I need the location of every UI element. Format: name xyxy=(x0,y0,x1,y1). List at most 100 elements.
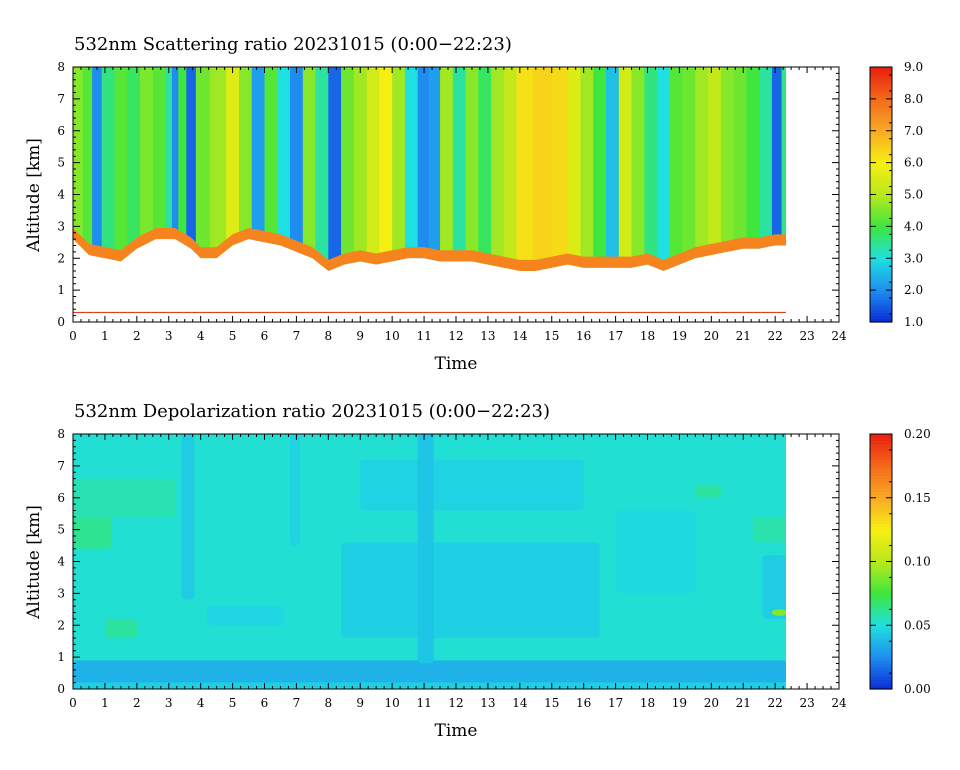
x-tick-label: 15 xyxy=(544,329,559,343)
x-tick-label: 5 xyxy=(229,329,237,343)
colorbar-cell xyxy=(870,615,892,620)
scattering-colorbar: 1.0 2.0 3.0 4.0 5.0 6.0 7.0 8.0 9.0 xyxy=(869,60,923,329)
colorbar-cell xyxy=(870,92,892,97)
colorbar-tick-label: 6.0 xyxy=(904,156,923,170)
colorbar-cell xyxy=(870,309,892,314)
depolarization-region xyxy=(104,618,137,638)
colorbar-cell xyxy=(870,625,892,630)
scattering-column-cell xyxy=(428,67,441,322)
x-tick-label: 12 xyxy=(448,329,463,343)
colorbar-cell xyxy=(870,118,892,122)
colorbar-tick-label: 3.0 xyxy=(904,251,923,265)
colorbar-cell xyxy=(870,500,892,505)
colorbar-cell xyxy=(870,306,892,310)
y-tick-label: 1 xyxy=(57,283,65,297)
x-tick-label: 14 xyxy=(512,696,528,710)
x-tick-label: 8 xyxy=(325,329,333,343)
depolarization-region xyxy=(73,682,786,689)
colorbar-tick-label: 0.10 xyxy=(904,555,931,569)
scattering-axes: 0 1 2 3 4 5 6 7 8 9 10 11 12 13 14 15 16 17 18 19 20 21 22 23 24… xyxy=(57,60,847,343)
colorbar-cell xyxy=(870,596,892,601)
depolarization-region xyxy=(360,459,584,511)
colorbar-cell xyxy=(870,497,892,502)
x-tick-label: 23 xyxy=(799,696,814,710)
colorbar-cell xyxy=(870,653,892,658)
colorbar-cell xyxy=(870,682,892,687)
colorbar-tick-label: 0.05 xyxy=(904,618,931,632)
colorbar-cell xyxy=(870,510,892,515)
depolarization-x-axis-label: Time xyxy=(435,721,478,741)
x-tick-label: 16 xyxy=(576,696,591,710)
scattering-column-cell xyxy=(657,67,671,322)
x-tick-label: 24 xyxy=(831,329,847,343)
colorbar-cell xyxy=(870,555,892,559)
colorbar-cell xyxy=(870,318,892,323)
colorbar-cell xyxy=(870,73,892,78)
colorbar-tick-label: 0.15 xyxy=(904,491,931,505)
x-tick-label: 22 xyxy=(768,329,783,343)
colorbar-cell xyxy=(870,95,892,100)
x-tick-label: 7 xyxy=(293,696,301,710)
colorbar-cell xyxy=(870,488,892,492)
scattering-column-cell xyxy=(771,67,783,322)
scattering-ratio-panel: 532nm Scattering ratio 20231015 (0:00−22… xyxy=(24,34,923,374)
x-tick-label: 10 xyxy=(385,696,400,710)
colorbar-cell xyxy=(870,108,892,113)
colorbar-tick-label: 4.0 xyxy=(904,219,923,233)
depolarization-plot-area xyxy=(73,434,786,689)
x-tick-label: 6 xyxy=(261,329,269,343)
x-tick-label: 10 xyxy=(385,329,400,343)
colorbar-cell xyxy=(870,220,892,224)
x-tick-label: 12 xyxy=(448,696,463,710)
depolarization-region xyxy=(207,606,284,626)
colorbar-cell xyxy=(870,669,892,674)
colorbar-tick-label: 0.20 xyxy=(904,427,931,441)
x-tick-label: 11 xyxy=(416,329,431,343)
colorbar-cell xyxy=(870,216,892,221)
colorbar-cell xyxy=(870,638,892,642)
colorbar-cell xyxy=(870,673,892,677)
colorbar-cell xyxy=(870,242,892,247)
colorbar-cell xyxy=(870,232,892,237)
colorbar-cell xyxy=(870,676,892,681)
x-tick-label: 2 xyxy=(133,329,141,343)
y-tick-label: 3 xyxy=(57,219,65,233)
y-tick-label: 8 xyxy=(57,60,65,74)
x-tick-label: 20 xyxy=(704,696,719,710)
x-tick-label: 2 xyxy=(133,696,141,710)
colorbar-cell xyxy=(870,293,892,298)
colorbar-cell xyxy=(870,453,892,457)
colorbar-cell xyxy=(870,567,892,572)
colorbar-cell xyxy=(870,583,892,588)
colorbar-cell xyxy=(870,194,892,199)
colorbar-cell xyxy=(870,481,892,486)
x-tick-label: 19 xyxy=(672,696,687,710)
below-cloud-base-area xyxy=(73,239,786,322)
colorbar-cell xyxy=(870,229,892,234)
x-tick-label: 21 xyxy=(736,696,751,710)
colorbar-cell xyxy=(870,296,892,301)
scattering-column-cell xyxy=(781,67,786,322)
colorbar-cell xyxy=(870,628,892,633)
x-tick-label: 14 xyxy=(512,329,528,343)
colorbar-cell xyxy=(870,472,892,477)
colorbar-cell xyxy=(870,204,892,208)
x-tick-label: 9 xyxy=(356,329,364,343)
colorbar-cell xyxy=(870,184,892,189)
colorbar-cell xyxy=(870,188,892,192)
colorbar-cell xyxy=(870,536,892,540)
colorbar-cell xyxy=(870,245,892,250)
y-tick-label: 5 xyxy=(57,156,65,170)
colorbar-cell xyxy=(870,127,892,132)
colorbar-cell xyxy=(870,580,892,585)
scattering-chart-title: 532nm Scattering ratio 20231015 (0:00−22… xyxy=(74,34,512,55)
colorbar-cell xyxy=(870,571,892,575)
colorbar-cell xyxy=(870,641,892,645)
colorbar-cell xyxy=(870,558,892,563)
scattering-column-cell xyxy=(516,67,534,322)
colorbar-cell xyxy=(870,146,892,151)
x-tick-label: 18 xyxy=(640,329,655,343)
colorbar-cell xyxy=(870,622,892,626)
y-tick-label: 3 xyxy=(57,586,65,600)
scattering-column-cell xyxy=(92,67,103,322)
